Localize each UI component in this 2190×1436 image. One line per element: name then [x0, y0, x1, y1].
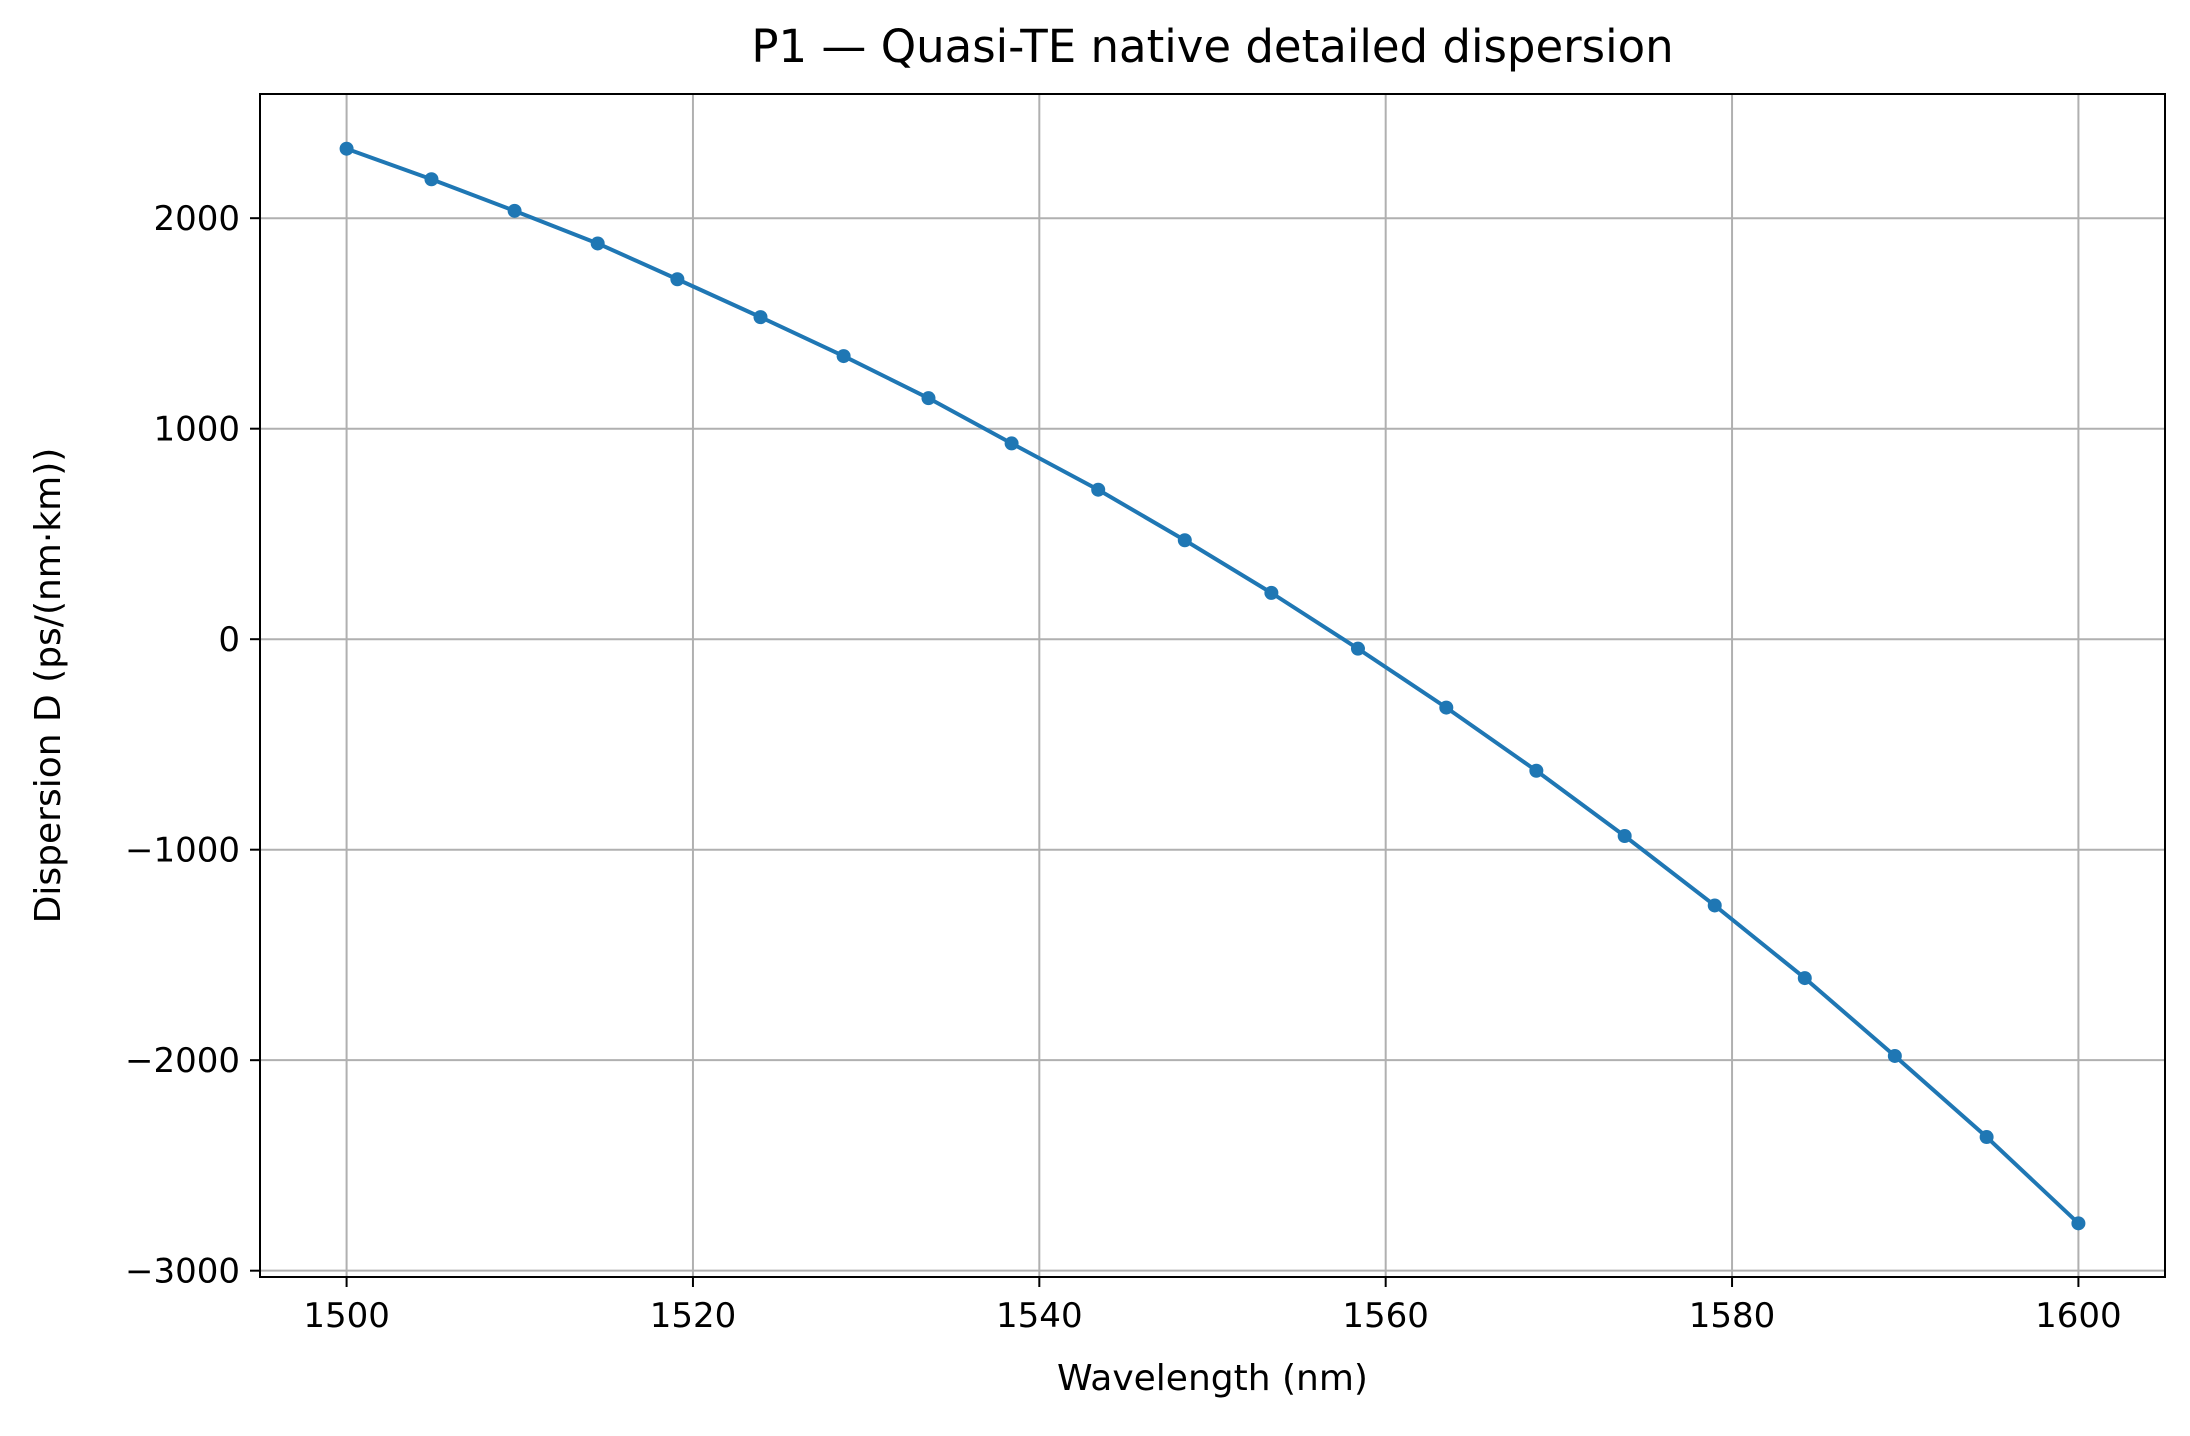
- data-point: [1617, 829, 1632, 844]
- series-layer: [339, 141, 2086, 1231]
- data-point: [1979, 1130, 1994, 1145]
- plot-frame: [259, 93, 2166, 1278]
- data-point: [1439, 700, 1454, 715]
- x-tick-label: 1500: [303, 1296, 390, 1336]
- chart-title: P1 — Quasi-TE native detailed dispersion: [751, 20, 1673, 73]
- ticks: 1500 1520 1540 1560 1580 1600 −3000 −2000 −1000 0…: [125, 199, 2122, 1336]
- data-point: [1887, 1048, 1902, 1063]
- data-point: [921, 391, 936, 406]
- x-tick-label: 1520: [650, 1296, 737, 1336]
- y-tick-label: 2000: [153, 199, 240, 239]
- data-point: [1797, 971, 1812, 986]
- y-tick-label: −1000: [125, 831, 240, 871]
- data-point: [1529, 763, 1544, 778]
- data-point: [1264, 585, 1279, 600]
- x-tick-label: 1540: [996, 1296, 1083, 1336]
- x-tick-label: 1560: [1342, 1296, 1429, 1336]
- data-point: [590, 236, 605, 251]
- data-point: [1177, 533, 1192, 548]
- x-tick-label: 1580: [1689, 1296, 1776, 1336]
- grid: [260, 94, 2165, 1277]
- x-axis-label: Wavelength (nm): [1057, 1358, 1368, 1399]
- data-point: [753, 310, 768, 325]
- y-tick-label: −2000: [125, 1041, 240, 1081]
- y-tick-label: 0: [218, 620, 240, 660]
- data-point: [1091, 482, 1106, 497]
- y-tick-label: 1000: [153, 410, 240, 450]
- data-point: [836, 349, 851, 364]
- data-point: [339, 141, 354, 156]
- data-point: [1707, 898, 1722, 913]
- data-point: [2071, 1216, 2086, 1231]
- data-point: [670, 272, 685, 287]
- data-point: [424, 172, 439, 187]
- data-point: [1350, 641, 1365, 656]
- y-axis-label: Dispersion D (ps/(nm·km)): [28, 448, 69, 924]
- data-point: [507, 203, 522, 218]
- x-tick-label: 1600: [2035, 1296, 2122, 1336]
- data-point: [1004, 436, 1019, 451]
- y-tick-label: −3000: [125, 1252, 240, 1292]
